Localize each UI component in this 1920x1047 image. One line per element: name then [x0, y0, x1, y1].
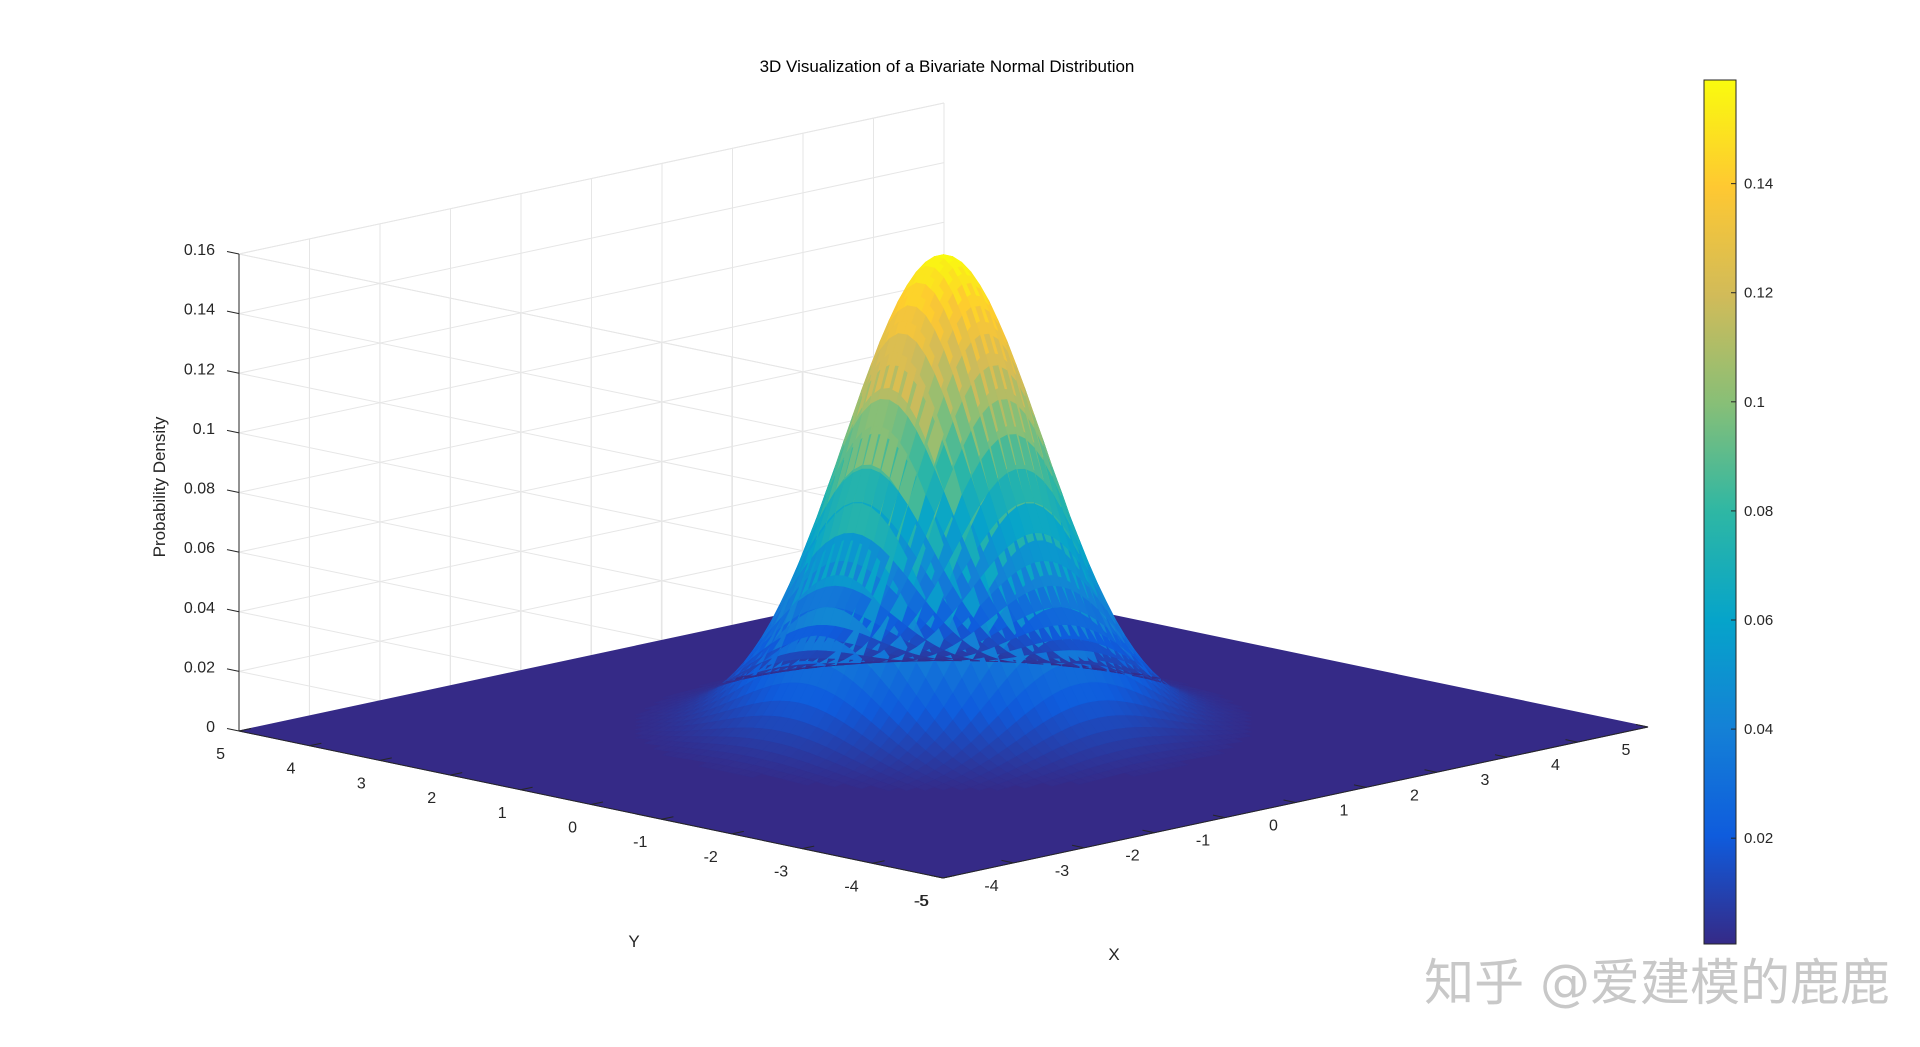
- grid-line: [238, 102, 945, 255]
- x-tick-mark: [1635, 724, 1649, 728]
- x-tick-label: 0: [1269, 818, 1278, 835]
- y-tick-mark: [802, 845, 815, 850]
- x-axis-label: X: [1108, 945, 1119, 964]
- x-tick-label: -5: [914, 893, 928, 910]
- y-tick-label: 1: [498, 805, 507, 822]
- z-tick-mark: [226, 429, 240, 434]
- grid-line: [238, 400, 945, 553]
- y-tick-label: -4: [844, 878, 858, 895]
- z-tick-mark: [226, 608, 240, 613]
- tick-labels: -5-4-3-2-1012345-5-4-3-2-101234500.020.0…: [184, 242, 1631, 910]
- y-tick-label: -3: [774, 864, 788, 881]
- z-tick-label: 0: [206, 719, 215, 736]
- x-tick-mark: [1424, 769, 1437, 773]
- y-tick-label: -5: [915, 893, 929, 910]
- z-tick-mark: [226, 489, 240, 493]
- colorbar-tick-label: 0.12: [1744, 285, 1773, 302]
- density-surface: [635, 254, 1252, 792]
- y-tick-label: 5: [216, 746, 225, 763]
- surface-patch: [635, 711, 654, 716]
- grid-line: [238, 460, 945, 613]
- surface-patch: [661, 751, 682, 757]
- watermark: 知乎 @爱建模的鹿鹿: [1424, 954, 1890, 1012]
- x-tick-label: -1: [1196, 833, 1210, 850]
- surface-patch: [653, 700, 672, 704]
- axes: [226, 251, 1649, 879]
- z-tick-label: 0.12: [184, 361, 215, 378]
- x-tick-mark: [1494, 754, 1508, 758]
- x-tick-mark: [1001, 859, 1014, 864]
- x-tick-label: -4: [984, 878, 998, 895]
- y-tick-mark: [590, 801, 604, 805]
- z-axis-label: Probability Density: [150, 416, 169, 557]
- z-tick-label: 0.08: [184, 481, 215, 498]
- colorbar-tick-label: 0.04: [1744, 721, 1773, 738]
- chart-title: 3D Visualization of a Bivariate Normal D…: [760, 57, 1135, 76]
- x-tick-label: -3: [1055, 863, 1069, 880]
- z-tick-mark: [226, 549, 240, 553]
- y-tick-label: 0: [568, 820, 577, 837]
- surface-patch: [644, 739, 663, 745]
- colorbar-tick-label: 0.14: [1744, 176, 1773, 193]
- grid-line: [238, 281, 945, 434]
- y-tick-mark: [942, 875, 956, 879]
- z-tick-mark: [226, 310, 240, 315]
- z-tick-label: 0.1: [193, 421, 215, 438]
- z-tick-mark: [226, 668, 240, 672]
- y-tick-mark: [309, 742, 322, 747]
- y-tick-mark: [450, 772, 463, 776]
- x-tick-mark: [1142, 829, 1155, 834]
- colorbar-ticks: 0.02 0.04 0.06 0.08 0.1 0.12 0.14: [1731, 176, 1773, 847]
- colorbar-tick-label: 0.06: [1744, 612, 1773, 629]
- y-tick-mark: [238, 728, 252, 732]
- z-tick-label: 0.02: [184, 659, 215, 676]
- y-tick-label: -2: [704, 849, 718, 866]
- x-tick-mark: [930, 875, 944, 879]
- colorbar: 0.02 0.04 0.06 0.08 0.1 0.12 0.14: [1703, 79, 1773, 945]
- grid-line: [238, 162, 945, 315]
- z-tick-mark: [226, 251, 240, 255]
- z-tick-mark: [226, 728, 240, 732]
- x-tick-mark: [1071, 844, 1085, 849]
- y-tick-mark: [731, 830, 744, 835]
- grid-line: [238, 221, 945, 374]
- y-tick-label: 4: [286, 761, 295, 778]
- colorbar-tick-label: 0.08: [1744, 503, 1773, 520]
- y-tick-mark: [661, 816, 674, 820]
- x-tick-mark: [1353, 784, 1367, 788]
- colorbar-tick-label: 0.02: [1744, 830, 1773, 847]
- z-tick-label: 0.16: [184, 242, 215, 259]
- surface-patch: [635, 718, 654, 724]
- x-tick-label: 3: [1481, 772, 1490, 789]
- z-tick-label: 0.14: [184, 302, 215, 319]
- z-tick-mark: [226, 370, 240, 374]
- surface-patch: [644, 705, 663, 710]
- x-tick-label: 4: [1551, 757, 1560, 774]
- x-tick-label: -2: [1125, 848, 1139, 865]
- z-tick-label: 0.04: [184, 600, 215, 617]
- grid-line: [238, 341, 945, 493]
- grid-line: [238, 253, 944, 402]
- x-tick-mark: [1283, 799, 1296, 803]
- y-tick-mark: [520, 786, 533, 791]
- y-tick-mark: [872, 860, 885, 864]
- y-tick-mark: [379, 757, 392, 761]
- colorbar-bar: [1703, 79, 1737, 945]
- colorbar-tick-label: 0.1: [1744, 394, 1765, 411]
- x-tick-label: 1: [1340, 802, 1349, 819]
- x-tick-label: 2: [1410, 787, 1419, 804]
- x-tick-label: 5: [1622, 742, 1631, 759]
- y-tick-label: 2: [427, 790, 436, 807]
- surface-patch: [662, 694, 681, 699]
- x-tick-mark: [1212, 814, 1226, 819]
- x-tick-mark: [1565, 739, 1578, 743]
- z-tick-label: 0.06: [184, 540, 215, 557]
- surface-patch: [699, 683, 718, 687]
- y-axis-label: Y: [628, 932, 639, 951]
- y-tick-label: -1: [633, 834, 647, 851]
- y-tick-label: 3: [357, 775, 366, 792]
